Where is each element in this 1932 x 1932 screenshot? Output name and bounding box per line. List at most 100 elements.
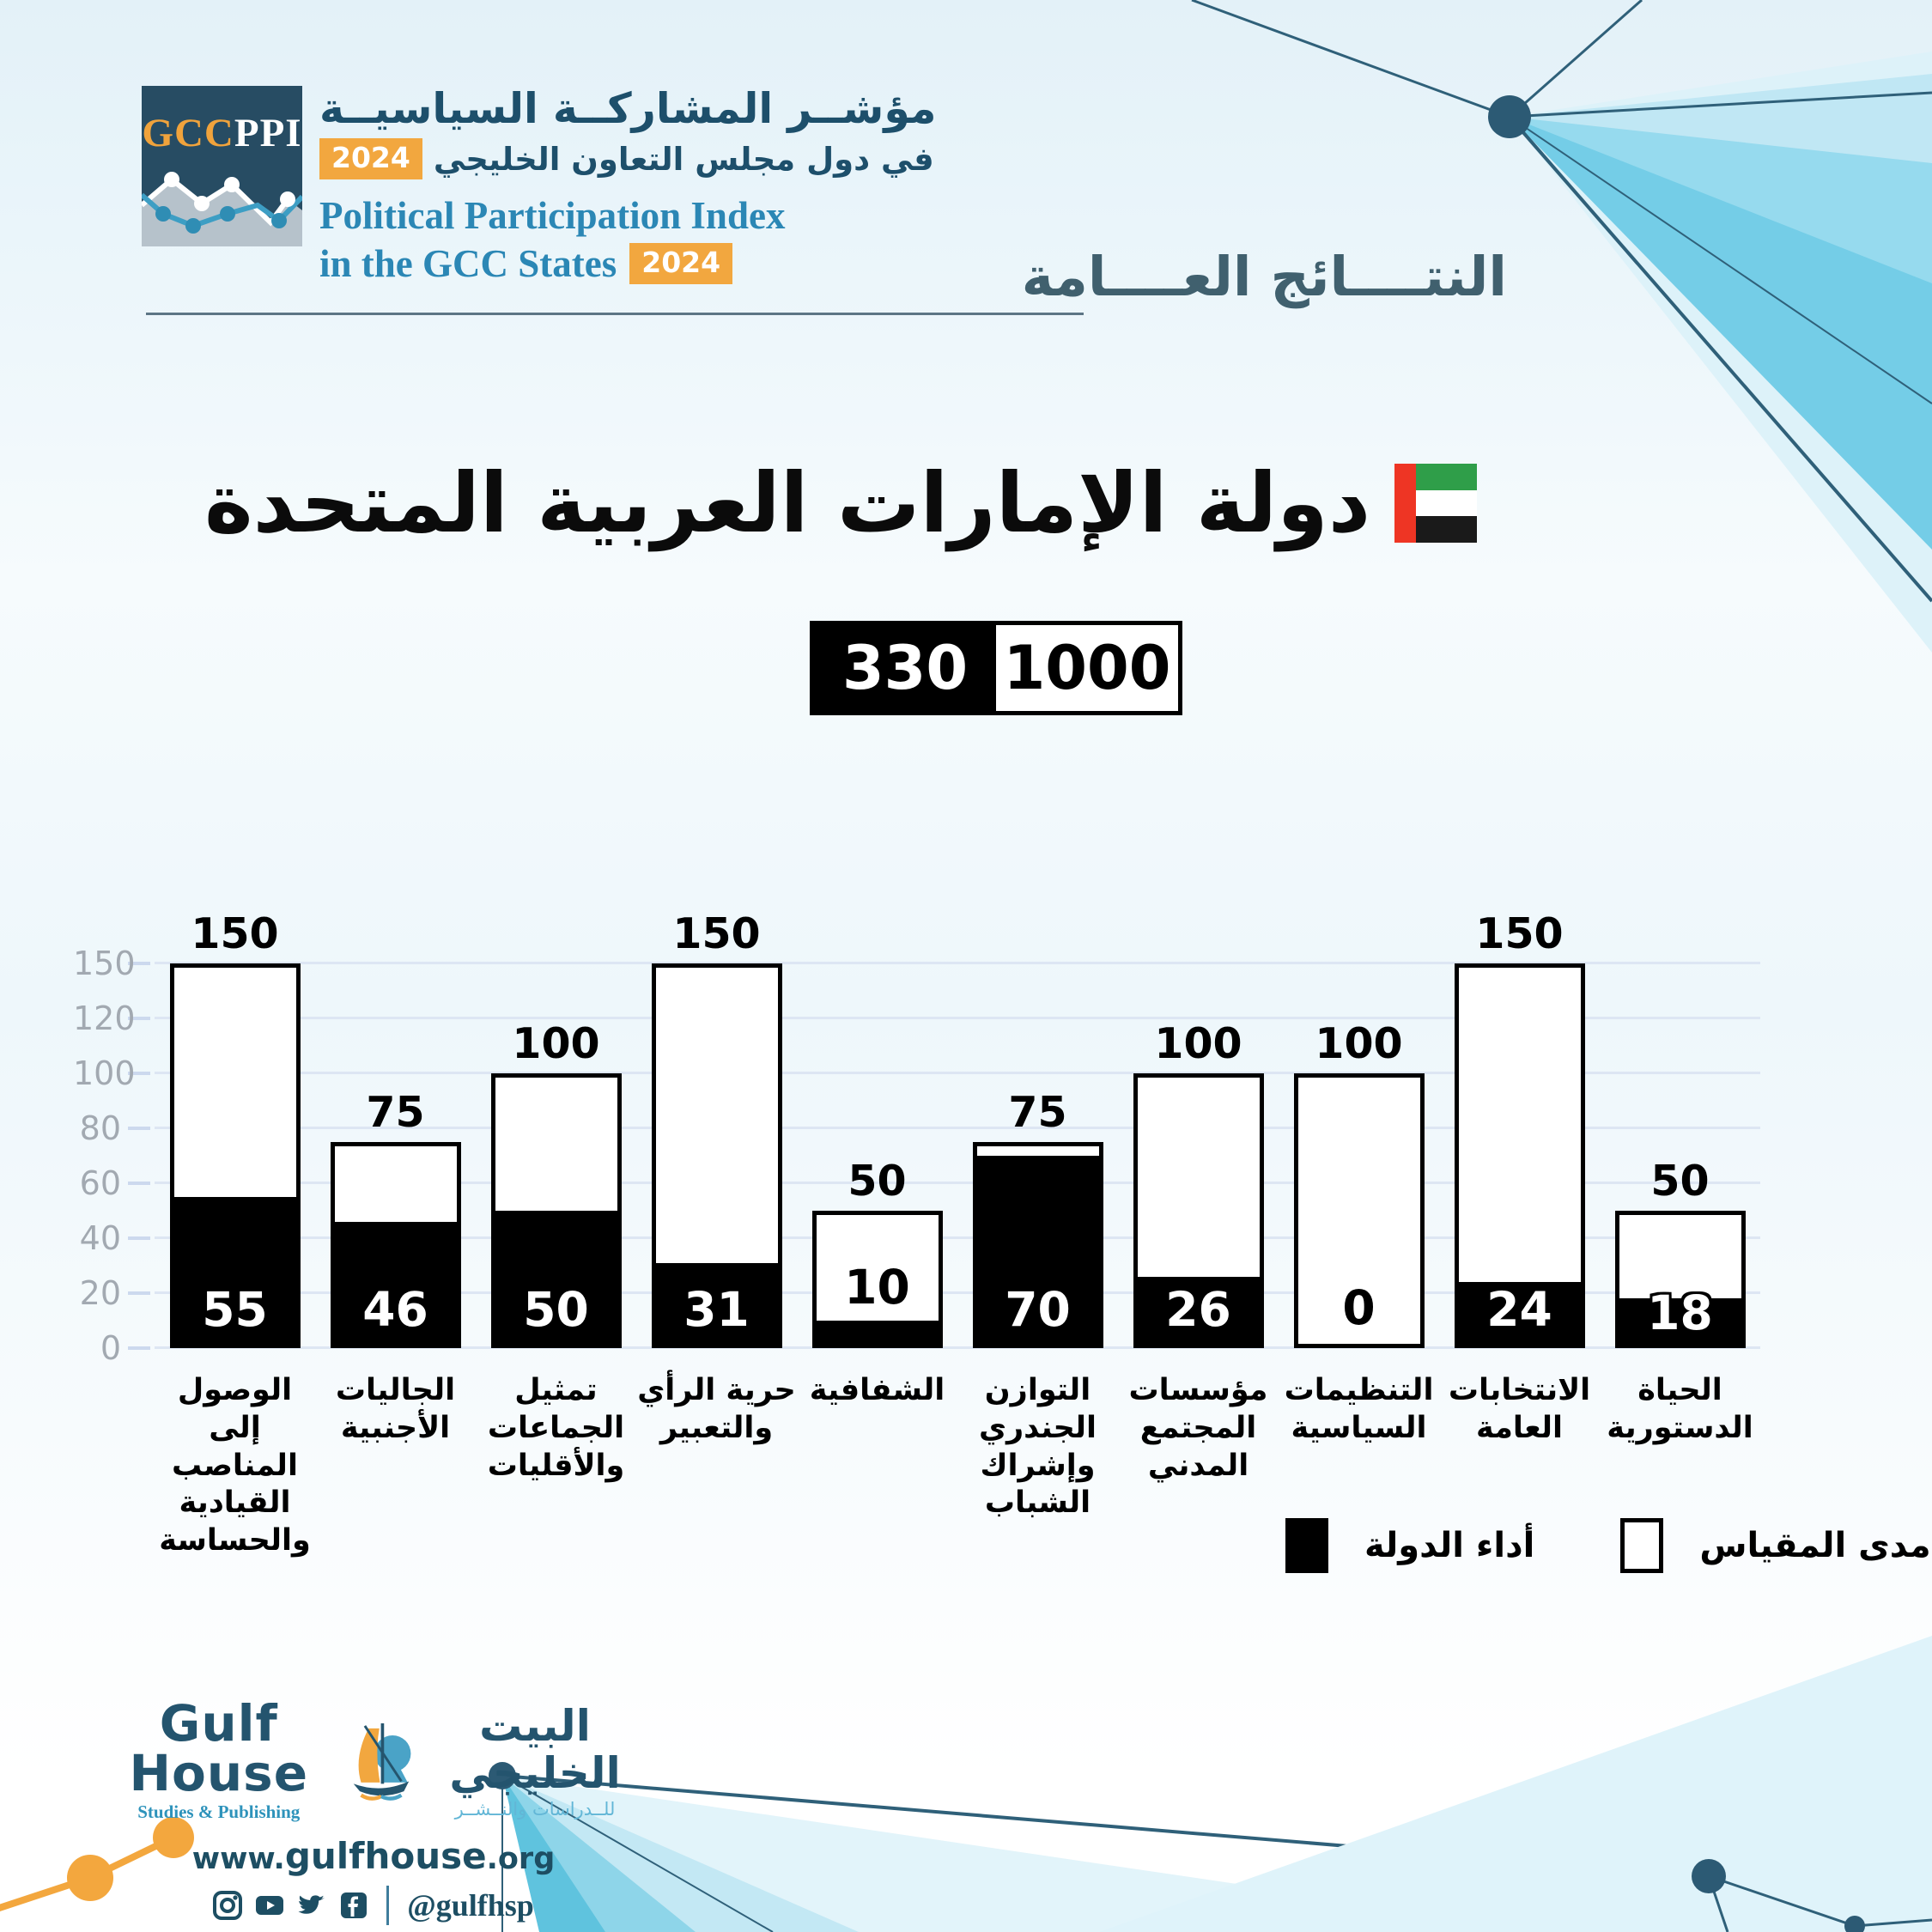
y-tick-mark bbox=[128, 1236, 150, 1240]
gccppi-logo-wordmark: GCCPPI bbox=[142, 110, 302, 156]
bar-value-label: 0 bbox=[1342, 1280, 1376, 1335]
title-arabic-line1: مؤشــر المشاركــة السياسيــة bbox=[319, 84, 937, 133]
website-name: gulfhouse bbox=[284, 1835, 487, 1877]
bar-fill bbox=[1137, 1276, 1260, 1344]
bar-outline: 10 bbox=[811, 1211, 943, 1348]
facebook-icon bbox=[341, 1893, 368, 1918]
y-tick-mark bbox=[128, 1127, 150, 1130]
category-label: الشفافية bbox=[809, 1373, 945, 1407]
bar-max-label: 100 bbox=[1154, 1019, 1242, 1068]
gridline bbox=[155, 1182, 1760, 1184]
bar-value-label: 46 bbox=[362, 1282, 428, 1337]
bar-outline: 24 bbox=[1454, 963, 1585, 1348]
bar-column: 75 70 bbox=[957, 963, 1118, 1348]
bar-max-label: 100 bbox=[1315, 1019, 1403, 1068]
bar-max-label: 50 bbox=[1650, 1157, 1710, 1206]
bar-fill bbox=[976, 1156, 1099, 1344]
legend-performance-label: أداء الدولة bbox=[1364, 1526, 1535, 1565]
category-label: الحياة الدستورية bbox=[1607, 1373, 1753, 1445]
gridline bbox=[155, 1017, 1760, 1019]
bar-outline: 0 bbox=[1293, 1073, 1425, 1348]
youtube-icon bbox=[256, 1896, 284, 1915]
bar-column: 75 46 bbox=[315, 963, 476, 1348]
y-tick-mark bbox=[128, 1017, 150, 1020]
bar-value-label: 50 bbox=[523, 1282, 589, 1337]
bar-max-label: 50 bbox=[848, 1157, 907, 1206]
logo-gcc-text: GCC bbox=[142, 111, 234, 155]
country-row: دولة الإمارات العربية المتحدة bbox=[204, 455, 1478, 551]
title-english-line2: in the GCC States bbox=[319, 242, 617, 285]
bar-column: 150 31 bbox=[636, 913, 797, 1348]
bar-fill bbox=[495, 1211, 617, 1344]
y-tick-mark bbox=[128, 1291, 150, 1295]
bar-max-label: 100 bbox=[512, 1019, 600, 1068]
bar-fill bbox=[655, 1262, 778, 1344]
bar-value-label: 31 bbox=[683, 1282, 750, 1337]
category-label: مؤسسات المجتمع المدني bbox=[1128, 1373, 1268, 1483]
y-tick-mark bbox=[128, 962, 150, 965]
gridline bbox=[155, 1127, 1760, 1129]
year-badge-arabic: 2024 bbox=[319, 138, 422, 179]
bar-max-label: 75 bbox=[1008, 1088, 1067, 1137]
gulf-house-tagline-en: Studies & Publishing bbox=[137, 1801, 301, 1822]
gridline bbox=[155, 1346, 1760, 1349]
category-label: الانتخابات العامة bbox=[1448, 1373, 1591, 1445]
category-label: الوصول إلى المناصب القيادية والحساسة bbox=[159, 1373, 311, 1558]
bar-max-label: 150 bbox=[672, 909, 761, 958]
gccppi-logo: GCCPPI bbox=[142, 86, 302, 246]
category-label: التنظيمات السياسية bbox=[1284, 1373, 1434, 1445]
bar-fill bbox=[1458, 1282, 1581, 1344]
title-english-line1: Political Participation Index bbox=[319, 194, 786, 237]
bar-outline: 70 bbox=[972, 1142, 1103, 1348]
y-tick-mark bbox=[128, 1182, 150, 1185]
title-arabic-line2: في دول مجلس التعاون الخليجي bbox=[433, 140, 934, 178]
bar-outline: 26 bbox=[1133, 1073, 1264, 1348]
y-tick-mark bbox=[128, 1072, 150, 1075]
bar-outline: 50 bbox=[490, 1073, 622, 1348]
category-label: حرية الرأي والتعبير bbox=[637, 1373, 796, 1445]
total-score-box: 330 1000 bbox=[810, 621, 1182, 715]
gridline bbox=[155, 1236, 1760, 1239]
bar-column: 150 24 bbox=[1439, 913, 1600, 1348]
twitter-icon bbox=[298, 1895, 325, 1914]
y-axis-label: 0 bbox=[100, 1329, 121, 1367]
bar-max-label: 75 bbox=[366, 1088, 425, 1137]
y-axis-label: 150 bbox=[73, 945, 136, 982]
bar-outline: 31 bbox=[651, 963, 782, 1348]
gridline bbox=[155, 1072, 1760, 1074]
bar-column: 100 26 bbox=[1118, 963, 1279, 1348]
y-axis-label: 120 bbox=[73, 999, 136, 1037]
logo-ppi-text: PPI bbox=[234, 111, 302, 155]
country-score: 330 bbox=[814, 625, 996, 711]
gulf-house-boat-icon bbox=[353, 1722, 410, 1801]
bar-outline: 18 bbox=[1614, 1211, 1746, 1348]
instagram-icon bbox=[213, 1891, 243, 1920]
bar-column: 50 18 bbox=[1600, 963, 1760, 1348]
bar-outline: 55 bbox=[169, 963, 301, 1348]
gulf-house-brand-en: Gulf House bbox=[129, 1694, 309, 1802]
website-www: www. bbox=[191, 1842, 285, 1876]
bar-max-label: 150 bbox=[1475, 909, 1564, 958]
social-handle: @gulfhsp bbox=[407, 1888, 534, 1923]
chart-category-labels: الوصول إلى المناصب القيادية والحساسة الجا… bbox=[155, 1372, 1760, 1560]
year-badge-english: 2024 bbox=[629, 243, 733, 284]
footer: Gulf House Studies & Publishing البيت ال… bbox=[103, 1698, 644, 1925]
bar-value-label: 55 bbox=[202, 1282, 268, 1337]
gulf-house-tagline-ar: للــدراسات والنــشــر bbox=[454, 1798, 616, 1820]
scale-maximum: 1000 bbox=[996, 625, 1178, 711]
y-axis-label: 40 bbox=[79, 1219, 121, 1257]
bar-fill bbox=[173, 1197, 296, 1344]
heading-rule bbox=[146, 313, 1084, 315]
bar-value-label: 10 bbox=[844, 1260, 910, 1315]
bar-fill bbox=[1619, 1298, 1741, 1344]
legend-performance-swatch bbox=[1285, 1518, 1328, 1573]
bar-column: 50 10 bbox=[797, 963, 957, 1348]
y-tick-mark bbox=[128, 1346, 150, 1350]
uae-flag-icon bbox=[1394, 464, 1478, 543]
header-title-block: مؤشــر المشاركــة السياسيــة 2024 في دول… bbox=[319, 84, 936, 286]
y-axis-label: 20 bbox=[79, 1274, 121, 1312]
gulf-house-brand-ar: البيت الخليجي bbox=[449, 1700, 621, 1798]
website-tld: .org bbox=[486, 1842, 556, 1876]
bar-max-label: 150 bbox=[191, 909, 279, 958]
